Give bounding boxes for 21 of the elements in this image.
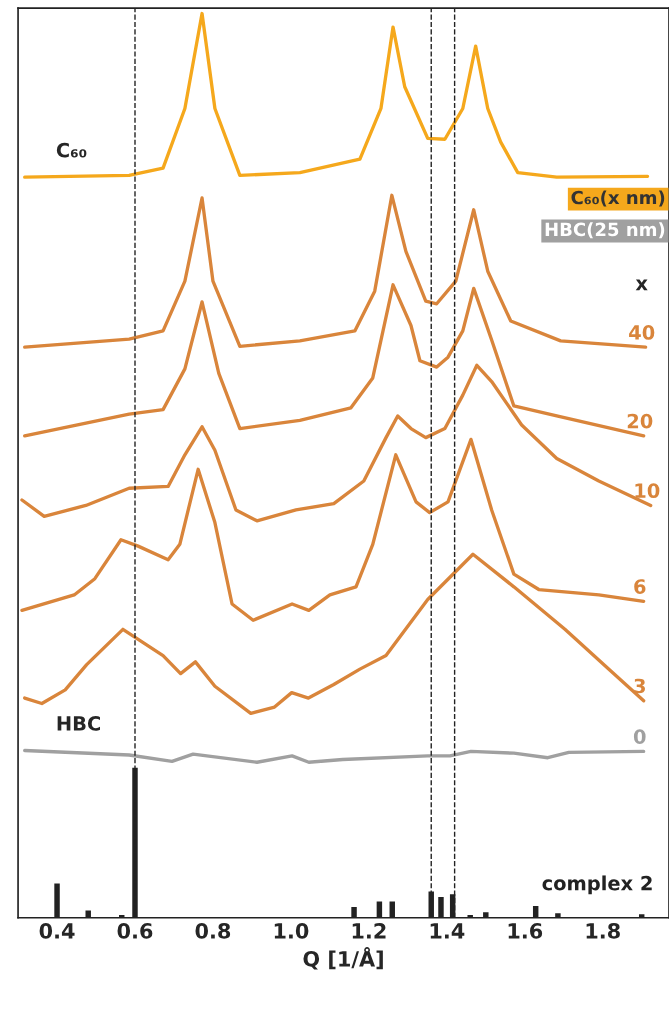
series-label: 40 xyxy=(629,325,655,340)
x-tick-label: 0.4 xyxy=(39,923,75,939)
series-label: 20 xyxy=(627,413,653,429)
x-axis-title: Q [1/Å] xyxy=(303,947,383,970)
x-tick-label: 1.4 xyxy=(430,923,465,939)
x-tick-label: 1.8 xyxy=(586,923,620,939)
series-label: 3 xyxy=(634,678,645,694)
series-label: 0 xyxy=(633,729,646,745)
series-label: 6 xyxy=(634,579,646,594)
x-tick-label: 1.0 xyxy=(274,923,309,939)
annotation: HBC(25 nm) xyxy=(545,222,665,239)
x-tick-label: 1.2 xyxy=(352,923,386,939)
x-tick-label: 0.8 xyxy=(195,923,231,939)
x-tick-label: 1.6 xyxy=(508,923,543,939)
series-label: complex 2 xyxy=(542,875,652,895)
annotation: C₆₀(x nm) xyxy=(571,190,665,207)
annotation: C₆₀ xyxy=(56,142,87,158)
series-label: 10 xyxy=(635,483,660,499)
annotation: x xyxy=(635,279,648,291)
annotation: HBC xyxy=(57,716,100,731)
x-tick-label: 0.6 xyxy=(117,923,153,939)
